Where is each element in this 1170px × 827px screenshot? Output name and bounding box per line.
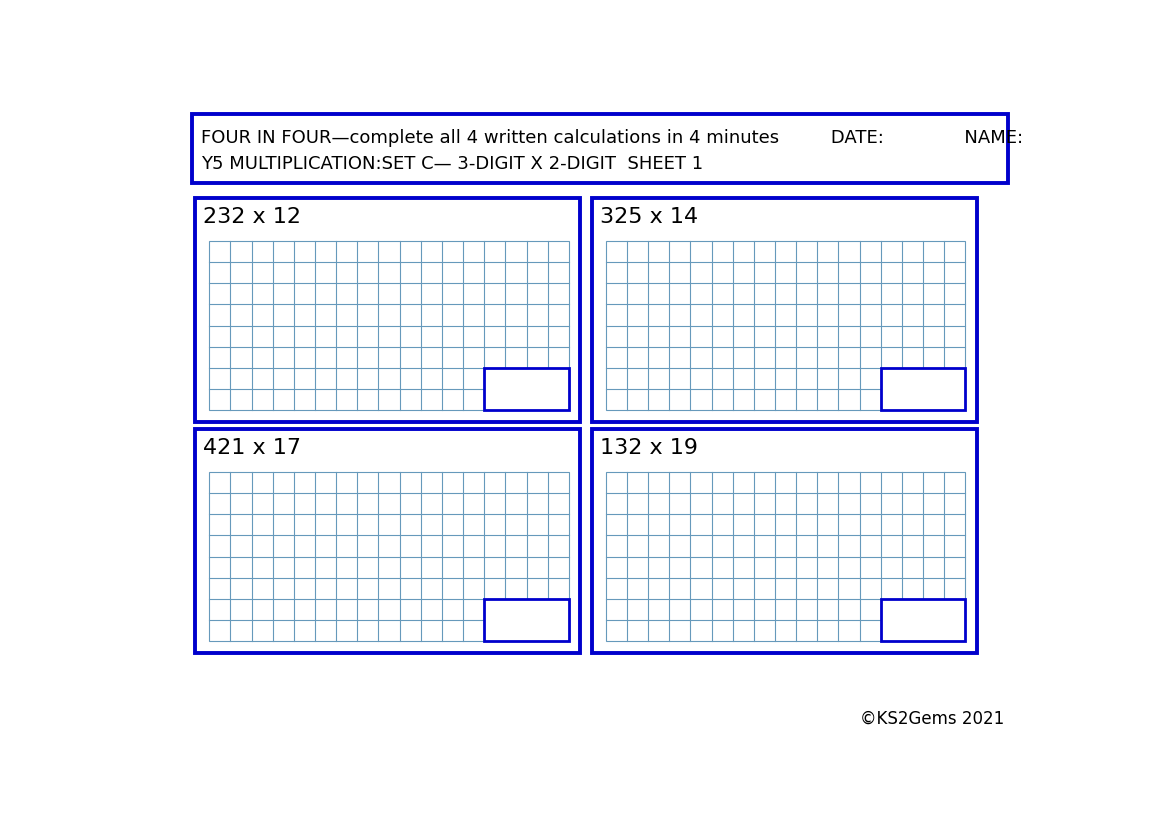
Bar [209,472,569,642]
Bar [592,430,977,653]
Bar [195,199,580,423]
Text: 132 x 19: 132 x 19 [599,437,697,457]
Bar [881,368,965,411]
Text: 421 x 17: 421 x 17 [204,437,301,457]
Text: FOUR IN FOUR—complete all 4 written calculations in 4 minutes         DATE:     : FOUR IN FOUR—complete all 4 written calc… [201,128,1023,146]
Bar [606,472,965,642]
Text: 232 x 12: 232 x 12 [204,207,301,227]
Bar [195,430,580,653]
Text: ©KS2Gems 2021: ©KS2Gems 2021 [860,709,1004,727]
Text: 325 x 14: 325 x 14 [599,207,697,227]
Bar [592,199,977,423]
Bar [881,599,965,642]
Text: Y5 MULTIPLICATION:SET C— 3-DIGIT X 2-DIGIT  SHEET 1: Y5 MULTIPLICATION:SET C— 3-DIGIT X 2-DIG… [201,155,703,173]
Bar [484,599,569,642]
Bar [192,115,1007,184]
Bar [209,241,569,411]
Bar [606,241,965,411]
Bar [484,368,569,411]
